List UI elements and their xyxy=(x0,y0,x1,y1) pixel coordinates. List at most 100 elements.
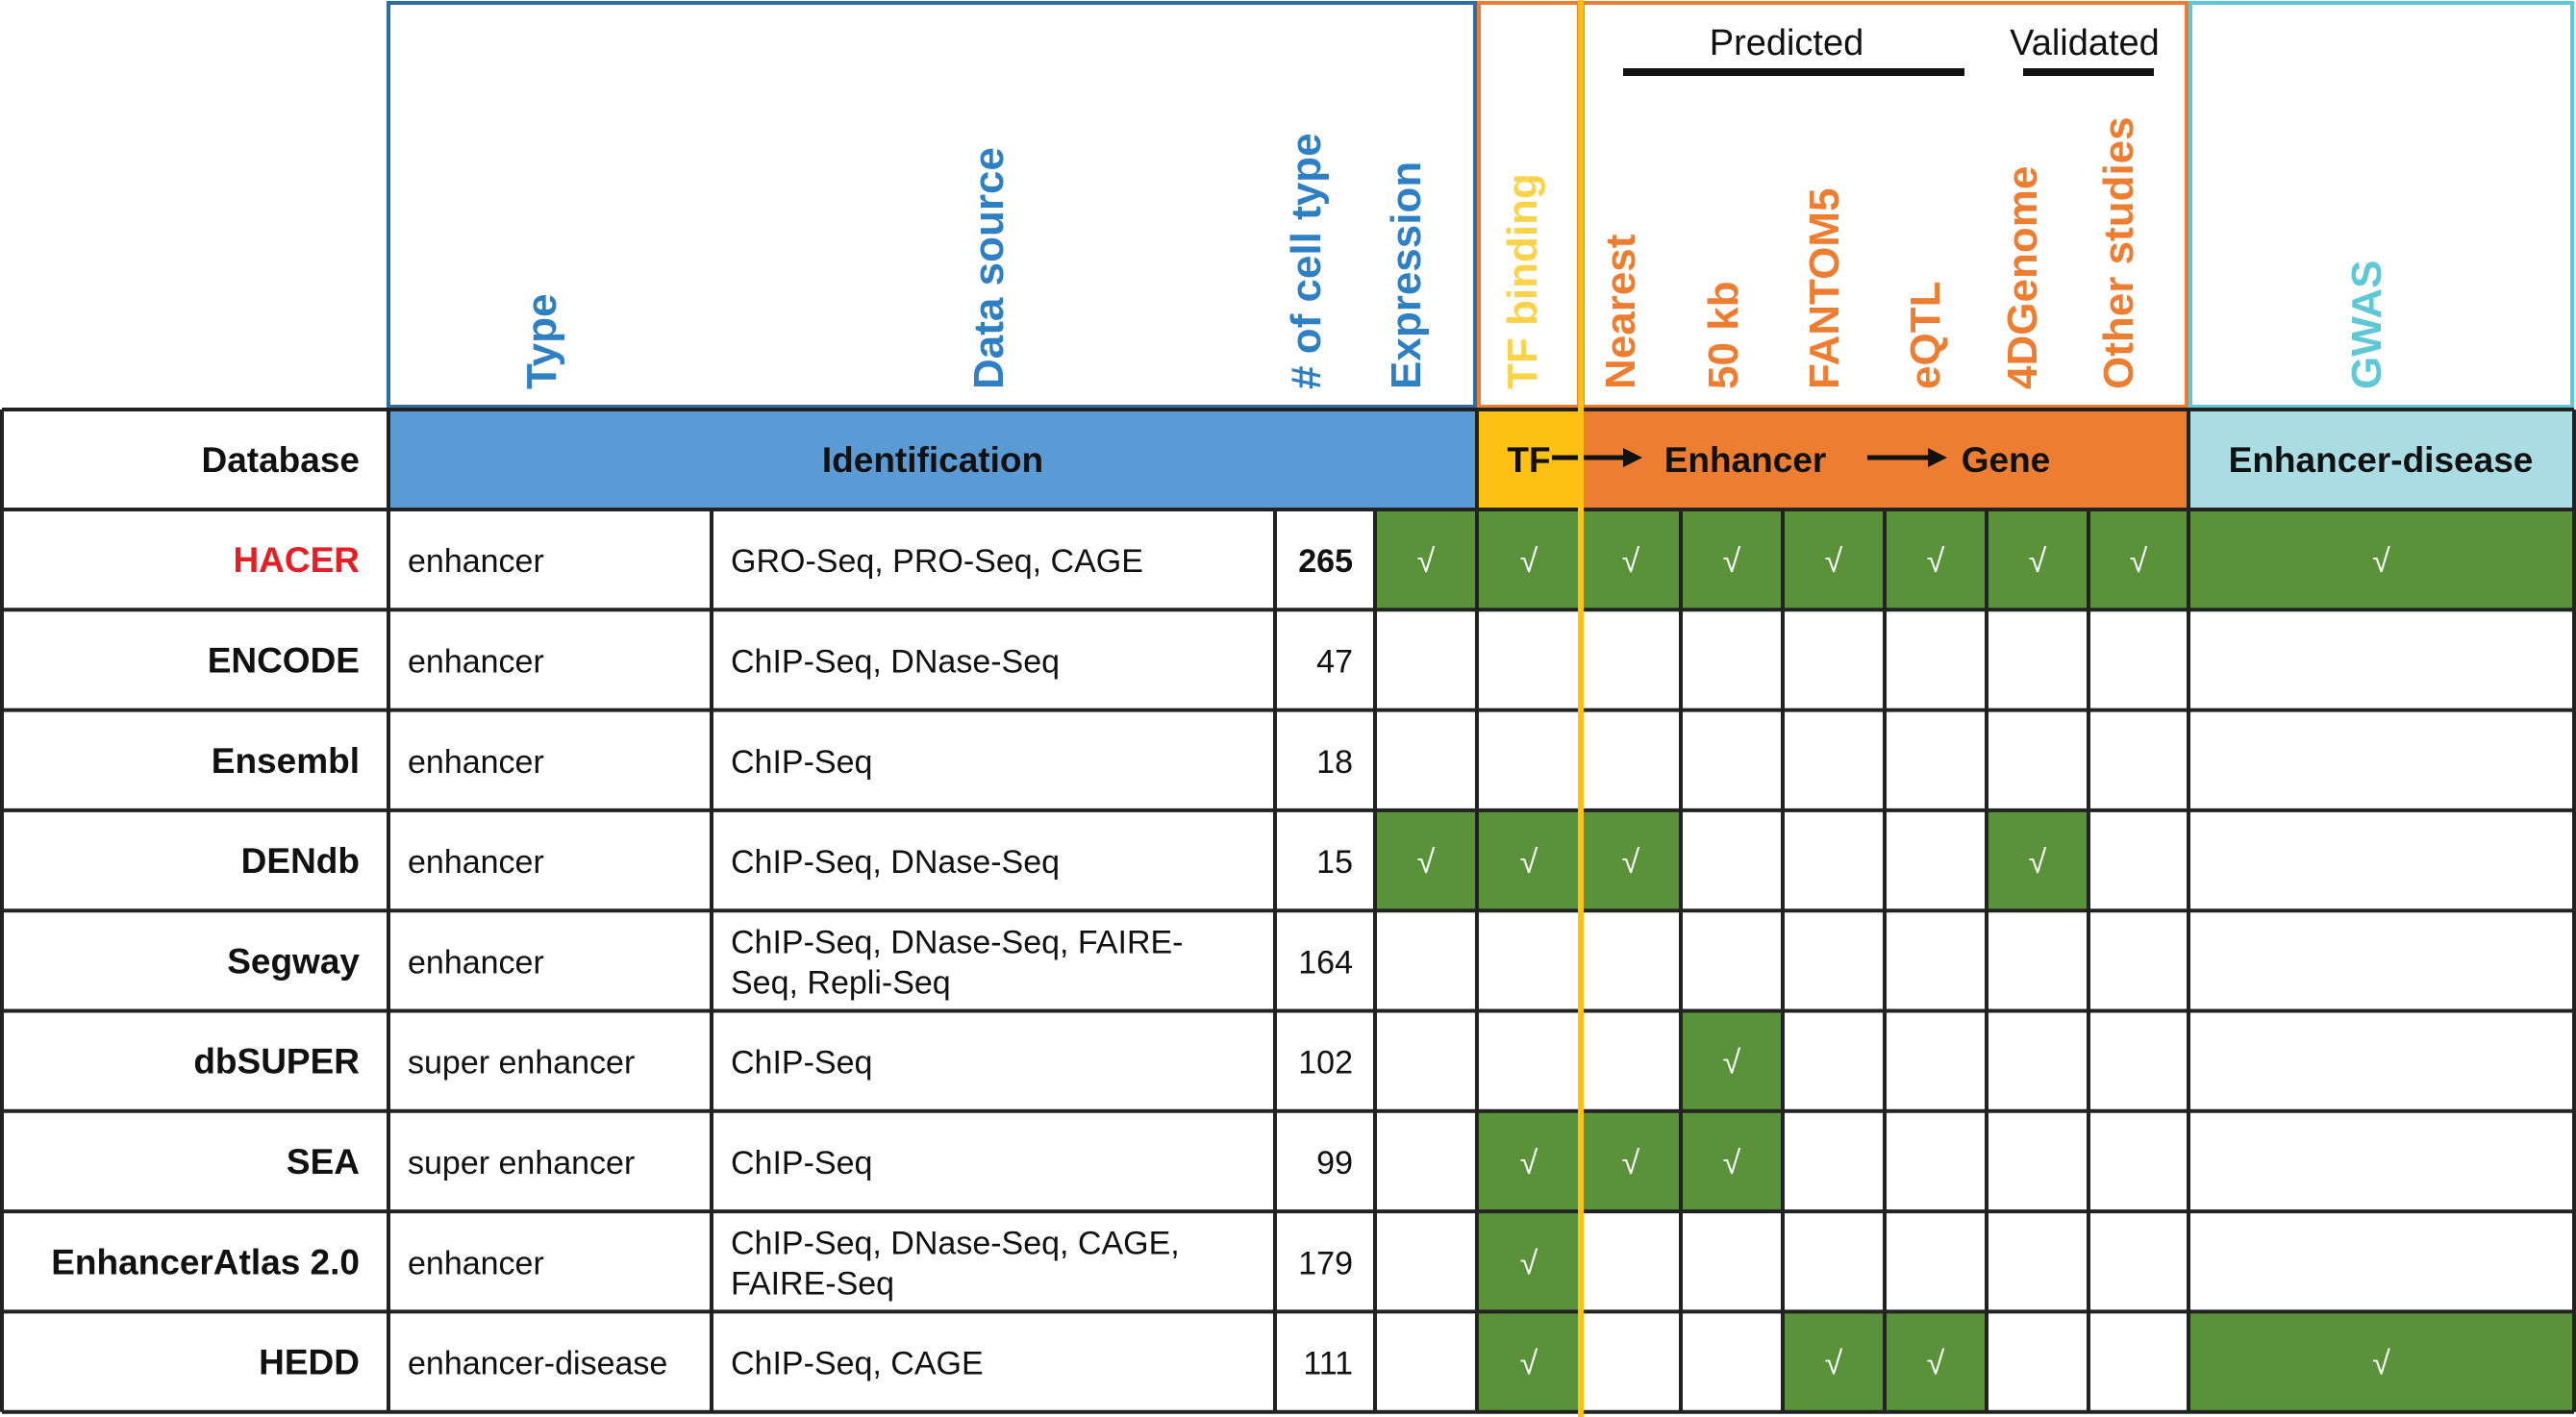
check-mark-icon: √ xyxy=(1622,1145,1640,1181)
check-mark-icon: √ xyxy=(1417,543,1436,580)
row-cell-type-count: 15 xyxy=(1316,844,1353,881)
row-type: enhancer-disease xyxy=(408,1346,667,1382)
check-mark-icon: √ xyxy=(2029,844,2047,881)
table-rows: HACER enhancer GRO-Seq, PRO-Seq, CAGE 265 EN… xyxy=(51,540,1353,1381)
row-type: super enhancer xyxy=(408,1145,635,1181)
band-enhancer-disease-label: Enhancer-disease xyxy=(2229,440,2534,480)
column-header-eqtl: eQTL xyxy=(1902,282,1949,389)
check-cell-fill xyxy=(1375,809,1477,911)
check-mark-icon: √ xyxy=(1723,543,1741,580)
row-cell-type-count: 102 xyxy=(1298,1045,1353,1081)
row-database-name: EnhancerAtlas 2.0 xyxy=(51,1242,360,1281)
category-band: Database Identification TF Enhancer Gene… xyxy=(2,411,2574,508)
column-header-tf_binding: TF binding xyxy=(1499,173,1546,389)
row-cell-type-count: 111 xyxy=(1303,1346,1353,1382)
row-database-name: ENCODE xyxy=(208,640,360,680)
check-cell-fill xyxy=(2088,510,2188,610)
column-header-type: Type xyxy=(518,294,565,389)
band-gene-label: Gene xyxy=(1962,440,2051,480)
row-data-source: Seq, Repli-Seq xyxy=(731,964,951,1001)
row-cell-type-count: 265 xyxy=(1298,543,1353,580)
identification-header-box xyxy=(387,1,1477,409)
column-header-expression: Expression xyxy=(1383,162,1430,389)
check-mark-icon: √ xyxy=(1825,1346,1843,1382)
column-header-4dgenome: 4DGenome xyxy=(1999,166,2046,389)
row-database-name: HACER xyxy=(233,540,360,580)
check-mark-icon: √ xyxy=(1927,543,1945,580)
check-mark-icon: √ xyxy=(1723,1145,1741,1181)
check-mark-icon: √ xyxy=(1520,1145,1538,1181)
check-mark-icon: √ xyxy=(1927,1346,1945,1382)
group-labels: Predicted Validated xyxy=(1623,23,2160,76)
column-header-kb50: 50 kb xyxy=(1700,281,1747,389)
row-database-name: Ensembl xyxy=(212,741,360,781)
check-cell-fill xyxy=(2188,1311,2574,1412)
row-database-name: HEDD xyxy=(259,1343,360,1382)
check-cell-fill xyxy=(1477,510,1581,610)
check-mark-icon: √ xyxy=(2372,1346,2390,1382)
row-data-source: ChIP-Seq, DNase-Seq, CAGE, xyxy=(731,1225,1180,1261)
check-cell-fill xyxy=(1581,1110,1681,1212)
check-cell-fill xyxy=(1375,510,1477,610)
band-database-cell xyxy=(2,411,388,508)
row-data-source: ChIP-Seq, DNase-Seq, FAIRE- xyxy=(731,924,1184,960)
row-type: enhancer xyxy=(408,844,544,881)
check-cell-fill xyxy=(1783,510,1885,610)
check-cells: √ √ √ √ √ √ √ √ √ √ √ √ √ √ √ √ √ √ √ √ √ √ xyxy=(1375,510,2574,1412)
row-type: super enhancer xyxy=(408,1045,635,1081)
row-cell-type-count: 99 xyxy=(1316,1145,1353,1181)
check-mark-icon: √ xyxy=(1825,543,1843,580)
check-cell-fill xyxy=(2188,510,2574,610)
check-cell-fill xyxy=(1783,1311,1885,1412)
row-data-source: ChIP-Seq xyxy=(731,1145,872,1181)
check-mark-icon: √ xyxy=(1622,543,1640,580)
row-data-source: FAIRE-Seq xyxy=(731,1265,894,1302)
row-cell-type-count: 47 xyxy=(1316,643,1353,680)
check-mark-icon: √ xyxy=(1520,1245,1538,1281)
check-cell-fill xyxy=(1681,1010,1783,1111)
row-type: enhancer xyxy=(408,543,544,580)
check-cell-fill xyxy=(1477,1110,1581,1212)
validated-label: Validated xyxy=(2010,23,2160,63)
check-mark-icon: √ xyxy=(1520,543,1538,580)
check-cell-fill xyxy=(1681,510,1783,610)
row-cell-type-count: 164 xyxy=(1298,944,1353,981)
check-mark-icon: √ xyxy=(1622,844,1640,881)
check-cell-fill xyxy=(1987,809,2088,911)
gwas-header-box xyxy=(2188,1,2574,409)
check-mark-icon: √ xyxy=(1417,844,1436,881)
check-cell-fill xyxy=(1885,510,1987,610)
column-header-data_source: Data source xyxy=(965,147,1013,389)
check-cell-fill xyxy=(1477,1211,1581,1312)
band-enhancer-label: Enhancer xyxy=(1664,440,1827,480)
check-mark-icon: √ xyxy=(2372,543,2390,580)
column-header-other: Other studies xyxy=(2095,116,2142,389)
row-type: enhancer xyxy=(408,944,544,981)
band-tf-label: TF xyxy=(1507,440,1550,480)
band-enhancer-disease-cell xyxy=(2188,411,2574,508)
check-cell-fill xyxy=(1581,809,1681,911)
check-cell-fill xyxy=(1477,1311,1581,1412)
row-data-source: ChIP-Seq, CAGE xyxy=(731,1346,984,1382)
row-cell-type-count: 179 xyxy=(1298,1245,1353,1281)
row-database-name: DENdb xyxy=(241,841,360,881)
check-cell-fill xyxy=(1885,1311,1987,1412)
row-data-source: GRO-Seq, PRO-Seq, CAGE xyxy=(731,543,1143,580)
check-mark-icon: √ xyxy=(1520,844,1538,881)
header-group-boxes xyxy=(387,1,2574,409)
band-database-label: Database xyxy=(201,440,360,480)
column-header-fantom5: FANTOM5 xyxy=(1801,188,1848,389)
column-headers: Type Data source # of cell type Expression T… xyxy=(518,116,2390,389)
column-header-nearest: Nearest xyxy=(1597,234,1644,389)
row-database-name: SEA xyxy=(287,1142,360,1181)
row-data-source: ChIP-Seq xyxy=(731,1045,872,1081)
check-mark-icon: √ xyxy=(1723,1045,1741,1081)
check-cell-fill xyxy=(1581,510,1681,610)
check-mark-icon: √ xyxy=(1520,1346,1538,1382)
check-mark-icon: √ xyxy=(2130,543,2148,580)
check-cell-fill xyxy=(1477,809,1581,911)
row-data-source: ChIP-Seq, DNase-Seq xyxy=(731,643,1060,680)
band-identification-cell xyxy=(388,411,1477,508)
column-header-gwas: GWAS xyxy=(2343,261,2390,389)
